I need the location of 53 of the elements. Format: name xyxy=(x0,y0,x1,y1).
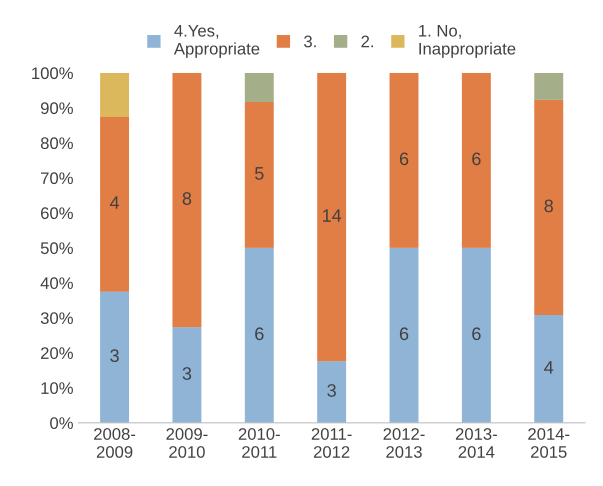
legend-label: 3. xyxy=(304,36,316,48)
annotation: 8 xyxy=(544,200,553,212)
bar xyxy=(100,72,130,117)
annotation: 4 xyxy=(110,196,120,209)
x-tick-label: 2014- 2015 xyxy=(528,428,570,458)
bar xyxy=(390,72,418,248)
y-tick-label: 20% xyxy=(41,347,73,360)
annotation: 4 xyxy=(544,361,554,374)
bar xyxy=(462,72,491,248)
bar xyxy=(244,72,274,102)
bar xyxy=(534,72,564,100)
annotation: 6 xyxy=(472,152,481,166)
x-tick-label: 2010- 2011 xyxy=(238,428,280,458)
annotation: 6 xyxy=(400,152,408,166)
x-tick-label: 2008- 2009 xyxy=(94,428,136,458)
bar xyxy=(390,248,418,423)
bar xyxy=(100,292,130,423)
annotation: 3 xyxy=(110,349,119,362)
annotation: 6 xyxy=(400,327,408,340)
annotation: 6 xyxy=(472,327,481,340)
bar xyxy=(534,100,564,316)
y-tick-label: 90% xyxy=(40,102,73,114)
bar xyxy=(317,72,346,362)
annotation: 6 xyxy=(255,327,264,340)
legend-label: 4.Yes, Appropriate xyxy=(174,25,260,58)
y-tick-label: 10% xyxy=(41,382,73,394)
legend-label: 2. xyxy=(361,36,374,48)
bar xyxy=(172,72,202,328)
y-tick-label: 30% xyxy=(40,312,73,324)
annotation: 14 xyxy=(322,209,342,222)
annotation: 3 xyxy=(182,367,192,380)
legend-label: 1. No, Inappropriate xyxy=(419,25,516,58)
y-tick-label: 70% xyxy=(41,172,73,184)
bar xyxy=(534,315,564,423)
y-tick-label: 100% xyxy=(32,67,73,80)
annotation: 3 xyxy=(327,384,336,397)
x-tick-label: 2009- 2010 xyxy=(166,428,208,458)
bar xyxy=(172,327,202,423)
y-tick-label: 0% xyxy=(50,417,73,430)
x-tick-label: 2013- 2014 xyxy=(456,428,497,458)
annotation: 5 xyxy=(254,167,264,180)
bar xyxy=(317,361,346,423)
y-tick-label: 60% xyxy=(41,207,73,220)
x-tick-label: 2012- 2013 xyxy=(384,428,425,458)
bar xyxy=(100,116,130,292)
bar xyxy=(244,248,274,423)
y-tick-label: 40% xyxy=(40,277,73,290)
bar xyxy=(244,102,274,248)
annotation: 8 xyxy=(182,192,192,205)
bar xyxy=(462,248,491,423)
x-tick-label: 2011- 2012 xyxy=(312,428,352,458)
y-tick-label: 80% xyxy=(40,137,73,150)
y-tick-label: 50% xyxy=(40,242,73,254)
